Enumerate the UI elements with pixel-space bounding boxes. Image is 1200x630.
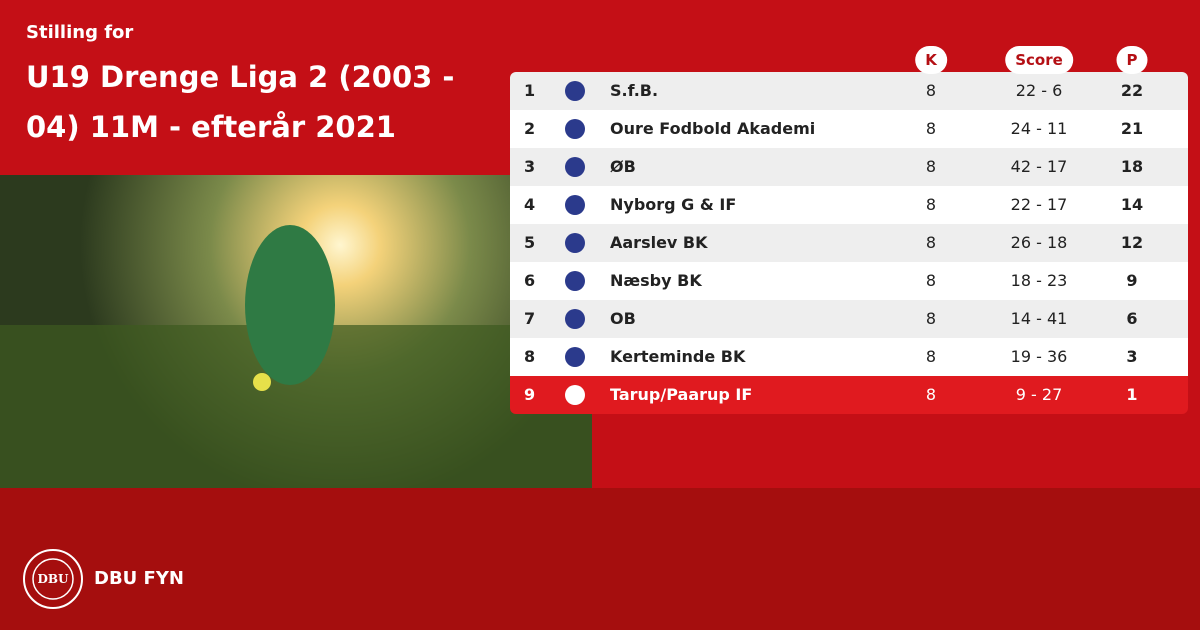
table-row: 1 S.f.B. 8 22 - 6 22	[510, 72, 1188, 110]
team-logo	[565, 347, 585, 367]
table-row: 3 ØB 8 42 - 17 18	[510, 148, 1188, 186]
team-logo	[565, 157, 585, 177]
team-logo	[565, 385, 585, 405]
matches: 8	[925, 81, 937, 100]
score: 19 - 36	[1010, 347, 1068, 366]
table-row: 2 Oure Fodbold Akademi 8 24 - 11 21	[510, 110, 1188, 148]
table-row: 4 Nyborg G & IF 8 22 - 17 14	[510, 186, 1188, 224]
score: 26 - 18	[1010, 233, 1068, 252]
matches: 8	[925, 157, 937, 176]
score: 22 - 6	[1015, 81, 1063, 100]
points: 9	[1126, 271, 1138, 290]
pretitle: Stilling for	[26, 22, 134, 43]
brand-name: DBU FYN	[94, 568, 184, 589]
team-logo	[565, 271, 585, 291]
table-row: 9 Tarup/Paarup IF 8 9 - 27 1	[510, 376, 1188, 414]
team-logo	[565, 119, 585, 139]
rank: 7	[524, 309, 536, 328]
matches: 8	[925, 271, 937, 290]
points: 14	[1120, 195, 1144, 214]
score: 42 - 17	[1010, 157, 1068, 176]
rank: 1	[524, 81, 536, 100]
rank: 2	[524, 119, 536, 138]
table-row: 6 Næsby BK 8 18 - 23 9	[510, 262, 1188, 300]
rank: 9	[524, 385, 536, 404]
footer-band	[0, 488, 1200, 630]
points: 12	[1120, 233, 1144, 252]
team-logo	[565, 195, 585, 215]
points: 3	[1126, 347, 1138, 366]
matches: 8	[925, 385, 937, 404]
team-logo	[565, 233, 585, 253]
table-row: 8 Kerteminde BK 8 19 - 36 3	[510, 338, 1188, 376]
team-logo	[565, 309, 585, 329]
title: U19 Drenge Liga 2 (2003 - 04) 11M - efte…	[26, 60, 455, 144]
column-header: Score	[1005, 46, 1073, 74]
table-row: 5 Aarslev BK 8 26 - 18 12	[510, 224, 1188, 262]
team-name: Nyborg G & IF	[610, 195, 737, 214]
score: 22 - 17	[1010, 195, 1068, 214]
matches: 8	[925, 309, 937, 328]
points: 1	[1126, 385, 1138, 404]
photo	[0, 175, 592, 488]
team-name: Kerteminde BK	[610, 347, 746, 366]
photo-art	[0, 225, 592, 488]
dbu-logo: DBU	[23, 549, 83, 609]
matches: 8	[925, 347, 937, 366]
score: 9 - 27	[1015, 385, 1063, 404]
score: 18 - 23	[1010, 271, 1068, 290]
score: 14 - 41	[1010, 309, 1068, 328]
team-name: ØB	[610, 157, 636, 176]
points: 22	[1120, 81, 1144, 100]
matches: 8	[925, 195, 937, 214]
column-header: K	[915, 46, 947, 74]
standings-table: 1 S.f.B. 8 22 - 6 22 2 Oure Fodbold Akademi 8 24…	[510, 72, 1188, 414]
rank: 5	[524, 233, 536, 252]
points: 18	[1120, 157, 1144, 176]
column-header: P	[1116, 46, 1148, 74]
rank: 8	[524, 347, 536, 366]
matches: 8	[925, 233, 937, 252]
table-row: 7 OB 8 14 - 41 6	[510, 300, 1188, 338]
rank: 6	[524, 271, 536, 290]
matches: 8	[925, 119, 937, 138]
logo-text: DBU	[37, 572, 69, 586]
team-name: Aarslev BK	[610, 233, 708, 252]
team-name: S.f.B.	[610, 81, 659, 100]
rank: 4	[524, 195, 536, 214]
points: 6	[1126, 309, 1138, 328]
team-name: Tarup/Paarup IF	[610, 385, 753, 404]
team-name: OB	[610, 309, 636, 328]
score: 24 - 11	[1010, 119, 1068, 138]
points: 21	[1120, 119, 1144, 138]
rank: 3	[524, 157, 536, 176]
team-logo	[565, 81, 585, 101]
team-name: Oure Fodbold Akademi	[610, 119, 816, 138]
team-name: Næsby BK	[610, 271, 702, 290]
